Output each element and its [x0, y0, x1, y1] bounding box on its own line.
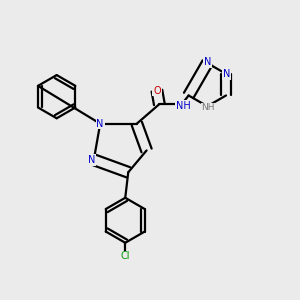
Text: NH: NH: [176, 101, 190, 111]
Text: NH: NH: [202, 103, 215, 112]
Text: Cl: Cl: [121, 251, 130, 261]
Text: N: N: [204, 57, 211, 67]
Text: N: N: [88, 155, 95, 165]
Text: N: N: [97, 119, 104, 129]
Text: N: N: [223, 69, 231, 79]
Text: O: O: [153, 86, 161, 96]
